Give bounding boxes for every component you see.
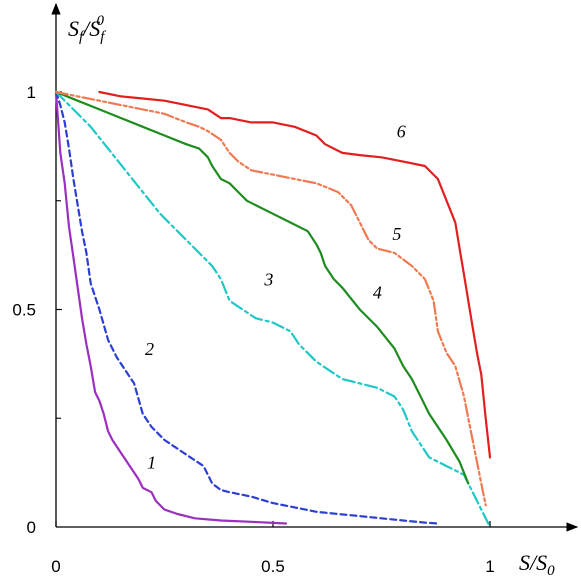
series-line-1 xyxy=(54,90,288,525)
x-tick-label: 0 xyxy=(51,557,60,576)
y-tick-label: 0.5 xyxy=(12,301,36,320)
y-axis-label-main: S xyxy=(68,16,79,41)
y-axis-label-sup: 0 xyxy=(96,13,104,29)
series-label-1: 1 xyxy=(147,452,156,472)
y-axis-label-sub2: f xyxy=(100,29,106,45)
y-axis-label-sub: f xyxy=(79,29,85,45)
series-line-3 xyxy=(54,90,492,529)
series-line-4 xyxy=(54,90,470,485)
series-label-2: 2 xyxy=(145,339,154,359)
series-label-6: 6 xyxy=(397,122,406,142)
axes xyxy=(51,2,579,532)
series-label-4: 4 xyxy=(373,283,382,303)
y-axis-label-mid: /S xyxy=(81,16,100,41)
y-tick-label: 0 xyxy=(27,518,36,537)
y-axis-label: Sf/Sf0 xyxy=(68,13,106,45)
x-axis-label-main: S/S xyxy=(519,550,547,575)
x-axis-label: S/S0 xyxy=(519,550,555,579)
series-label-5: 5 xyxy=(392,224,401,244)
x-tick-label: 0.5 xyxy=(261,557,285,576)
series-layer xyxy=(54,90,492,529)
series-line-6 xyxy=(98,90,492,459)
series-label-3: 3 xyxy=(263,270,273,290)
labels-layer: 1 2 3 4 5 6 xyxy=(145,122,406,473)
series-line-2 xyxy=(54,90,439,525)
series-line-5 xyxy=(54,90,487,507)
x-tick-label: 1 xyxy=(485,557,494,576)
x-axis-label-sub: 0 xyxy=(547,563,555,579)
y-tick-label: 1 xyxy=(27,83,36,102)
